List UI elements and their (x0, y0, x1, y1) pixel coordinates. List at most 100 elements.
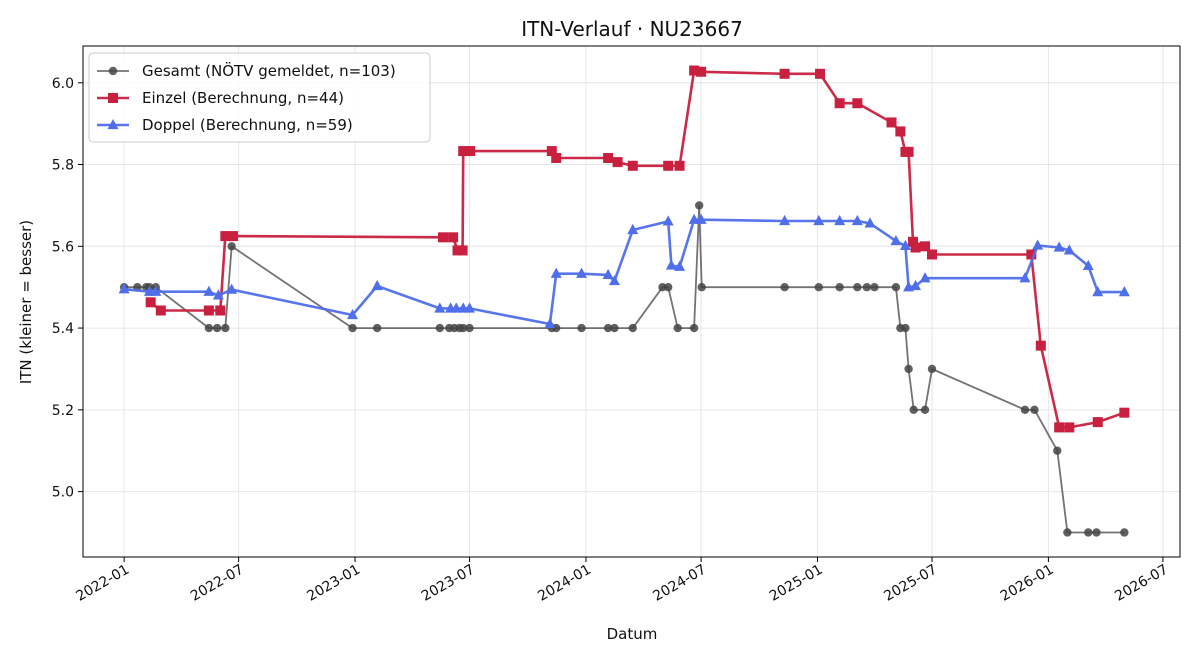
data-point (465, 323, 474, 333)
data-point (696, 66, 707, 77)
data-point (610, 323, 619, 333)
data-point (1020, 405, 1030, 415)
x-tick-label: 2022-01 (73, 562, 132, 605)
plot-frame (82, 45, 1181, 558)
data-point (627, 223, 639, 235)
data-point (891, 282, 901, 292)
data-point (215, 305, 226, 316)
data-point (1030, 405, 1039, 415)
data-point (452, 245, 463, 256)
data-point (689, 323, 699, 333)
data-point (577, 323, 586, 333)
x-axis-ticks: 2022-01 2022-07 2023-01 2023-07 2024-01 2024-… (73, 557, 1171, 605)
data-point (203, 305, 214, 316)
data-point (150, 285, 162, 296)
data-point (1092, 286, 1104, 297)
data-point (815, 68, 826, 79)
data-point (779, 68, 790, 79)
data-point (864, 217, 876, 228)
data-point (870, 282, 879, 292)
data-point (551, 153, 562, 164)
chart-title: ITN-Verlauf · NU23667 (521, 17, 743, 41)
data-point (780, 282, 789, 292)
data-point (348, 323, 357, 333)
data-point (1019, 272, 1031, 283)
data-point (437, 232, 448, 243)
data-point (886, 117, 897, 128)
data-point (204, 323, 214, 333)
data-point (1119, 407, 1130, 418)
data-point (465, 146, 476, 157)
data-point (458, 146, 469, 157)
data-point (899, 239, 911, 251)
legend: Gesamt (NÖTV gemeldet, n=103) Einzel (Ber… (88, 52, 431, 143)
data-point (903, 146, 914, 157)
data-point (1082, 259, 1094, 271)
data-point (834, 214, 846, 226)
x-tick-label: 2026-07 (1112, 562, 1171, 605)
data-point (347, 308, 359, 320)
data-point (814, 282, 823, 292)
data-point (862, 282, 872, 292)
legend-item-2: Einzel (Berechnung, n=44) (97, 89, 344, 107)
data-point (919, 272, 931, 283)
data-point (108, 66, 118, 76)
data-point (226, 283, 238, 294)
data-point (602, 268, 614, 280)
data-point (908, 236, 919, 247)
data-point (920, 405, 930, 415)
y-tick-label: 6.0 (52, 76, 74, 92)
legend-item-3: Doppel (Berechnung, n=59) (97, 116, 353, 134)
data-point (663, 160, 674, 171)
data-point (603, 323, 613, 333)
data-point (694, 201, 704, 210)
data-point (927, 364, 937, 374)
legend-label: Einzel (Berechnung, n=44) (142, 89, 344, 107)
data-point (107, 118, 119, 130)
data-point (1054, 422, 1065, 433)
data-point (688, 213, 700, 224)
data-point (1035, 340, 1046, 351)
data-point (779, 214, 791, 226)
x-tick-label: 2024-01 (535, 562, 594, 605)
series-3 (118, 213, 1130, 329)
x-tick-label: 2025-07 (881, 562, 940, 605)
x-tick-label: 2025-01 (767, 562, 826, 605)
y-tick-label: 5.6 (52, 239, 74, 255)
data-point (697, 282, 706, 292)
data-point (1032, 239, 1044, 250)
y-tick-label: 5.2 (52, 403, 74, 419)
data-point (663, 282, 673, 292)
data-point (118, 283, 130, 294)
data-point (1064, 422, 1075, 433)
data-point (371, 279, 383, 291)
legend-box (88, 52, 431, 143)
data-point (546, 146, 557, 157)
data-point (910, 242, 921, 253)
data-point (550, 267, 562, 278)
data-point (895, 126, 906, 137)
data-point (689, 65, 700, 76)
data-point (603, 153, 614, 164)
data-point (1026, 249, 1037, 260)
data-point (434, 302, 446, 313)
x-tick-label: 2024-07 (650, 562, 709, 605)
legend-label: Doppel (Berechnung, n=59) (142, 116, 353, 134)
data-point (813, 214, 825, 226)
data-point (608, 275, 620, 286)
x-axis-label: Datum (607, 625, 658, 643)
legend-label: Gesamt (NÖTV gemeldet, n=103) (142, 61, 396, 80)
data-point (203, 285, 215, 296)
data-point (1120, 528, 1129, 537)
data-point (576, 267, 588, 278)
data-point (628, 323, 637, 333)
data-point (1084, 528, 1093, 537)
data-point (904, 364, 913, 374)
data-point (212, 289, 224, 300)
data-point (910, 279, 922, 291)
data-point (695, 213, 707, 224)
data-point (448, 232, 459, 243)
data-point (851, 214, 863, 226)
data-point (1092, 417, 1103, 428)
data-point (612, 157, 623, 168)
